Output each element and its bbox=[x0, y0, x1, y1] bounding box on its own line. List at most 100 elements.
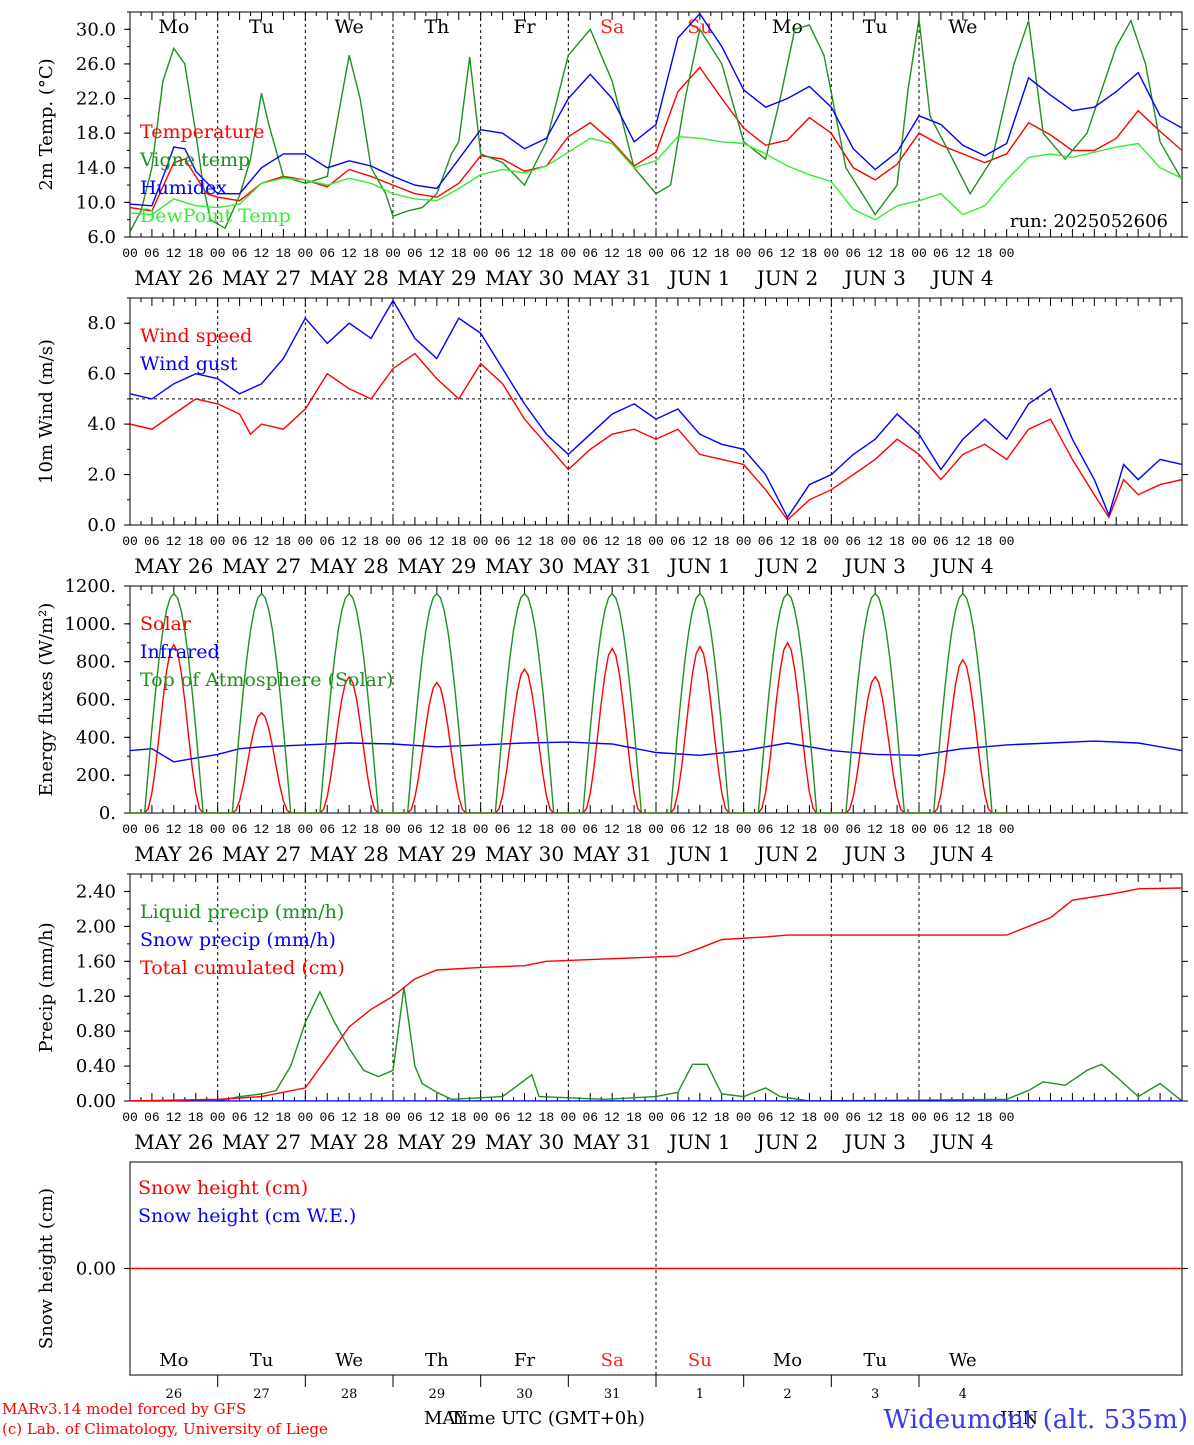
hour-tick-label: 00 bbox=[648, 534, 664, 549]
hour-tick-label: 18 bbox=[539, 822, 555, 837]
day-number-label: 1 bbox=[696, 1387, 704, 1402]
y-tick-label: 6.0 bbox=[87, 364, 116, 385]
hour-tick-label: 06 bbox=[933, 246, 949, 261]
weekday-label: Mo bbox=[772, 16, 803, 38]
legend-humidex: Humidex bbox=[140, 177, 227, 199]
hour-tick-label: 06 bbox=[582, 534, 598, 549]
hour-tick-label: 00 bbox=[210, 246, 226, 261]
date-label: JUN 3 bbox=[842, 842, 905, 866]
hour-tick-label: 00 bbox=[298, 1110, 314, 1125]
hour-tick-label: 00 bbox=[473, 246, 489, 261]
y-axis-label: Precip (mm/h) bbox=[36, 922, 57, 1052]
weekday-label: Mo bbox=[773, 1350, 802, 1371]
hour-tick-label: 00 bbox=[122, 822, 138, 837]
panel-4: 0.00 0.40 0.80 1.20 1.60 2.00 2.40 Precip (mm/h… bbox=[36, 873, 1188, 1154]
hour-tick-label: 00 bbox=[999, 822, 1015, 837]
hour-tick-label: 18 bbox=[626, 822, 642, 837]
date-label: MAY 26 bbox=[134, 842, 213, 866]
hour-tick-label: 06 bbox=[670, 1110, 686, 1125]
panel-2: 0.0 2.0 4.0 6.0 8.0 10m Wind (m/s) 00 06 12 18 00 0… bbox=[36, 297, 1188, 578]
may-month-label: MAY bbox=[424, 1408, 468, 1429]
series-line-humidex bbox=[130, 12, 1182, 207]
hour-tick-label: 00 bbox=[385, 1110, 401, 1125]
hour-tick-label: 06 bbox=[319, 1110, 335, 1125]
hour-tick-label: 12 bbox=[166, 822, 182, 837]
date-label: JUN 4 bbox=[930, 554, 993, 578]
legend-solar: Solar bbox=[140, 613, 192, 635]
hour-tick-label: 00 bbox=[911, 822, 927, 837]
y-tick-label: 14.0 bbox=[76, 158, 116, 179]
model-credit-line1: MARv3.14 model forced by GFS bbox=[2, 1400, 246, 1418]
hour-tick-label: 00 bbox=[298, 534, 314, 549]
hour-tick-label: 06 bbox=[407, 1110, 423, 1125]
hour-tick-label: 12 bbox=[867, 822, 883, 837]
hour-tick-label: 06 bbox=[144, 246, 160, 261]
date-label: MAY 30 bbox=[485, 1130, 564, 1154]
hour-tick-label: 00 bbox=[122, 534, 138, 549]
hour-tick-label: 18 bbox=[363, 534, 379, 549]
hour-tick-label: 12 bbox=[955, 822, 971, 837]
series-line-vigne-temp bbox=[130, 18, 1182, 233]
weekday-label: Sa bbox=[601, 1350, 624, 1371]
y-tick-label: 1.20 bbox=[76, 986, 116, 1007]
date-label: JUN 3 bbox=[842, 266, 905, 290]
date-label: MAY 30 bbox=[485, 554, 564, 578]
y-tick-label: 0.00 bbox=[76, 1259, 116, 1280]
y-tick-label: 30.0 bbox=[76, 19, 116, 40]
hour-tick-label: 06 bbox=[495, 822, 511, 837]
hour-tick-label: 00 bbox=[911, 534, 927, 549]
hour-tick-label: 06 bbox=[319, 246, 335, 261]
hour-tick-label: 06 bbox=[144, 1110, 160, 1125]
hour-tick-label: 06 bbox=[582, 246, 598, 261]
hour-tick-label: 00 bbox=[473, 1110, 489, 1125]
weekday-label: Tu bbox=[249, 16, 274, 38]
hour-tick-label: 00 bbox=[999, 534, 1015, 549]
hour-tick-label: 18 bbox=[977, 822, 993, 837]
hour-tick-label: 06 bbox=[670, 822, 686, 837]
hour-tick-label: 00 bbox=[824, 534, 840, 549]
date-label: MAY 31 bbox=[573, 266, 652, 290]
hour-tick-label: 06 bbox=[670, 534, 686, 549]
hour-tick-label: 06 bbox=[232, 822, 248, 837]
y-tick-label: 10.0 bbox=[76, 192, 116, 213]
y-tick-label: 600. bbox=[76, 690, 116, 711]
hour-tick-label: 06 bbox=[144, 822, 160, 837]
y-tick-label: 2.0 bbox=[87, 465, 116, 486]
jun-month-label: JUN bbox=[998, 1408, 1038, 1429]
hour-tick-label: 06 bbox=[582, 822, 598, 837]
date-label: JUN 3 bbox=[842, 554, 905, 578]
hour-tick-label: 18 bbox=[539, 534, 555, 549]
hour-tick-label: 00 bbox=[561, 822, 577, 837]
weekday-label: Tu bbox=[250, 1350, 274, 1371]
hour-tick-label: 06 bbox=[933, 1110, 949, 1125]
weekday-label: We bbox=[335, 16, 364, 38]
hour-tick-label: 12 bbox=[867, 1110, 883, 1125]
hour-tick-label: 12 bbox=[517, 534, 533, 549]
hour-tick-label: 18 bbox=[977, 246, 993, 261]
y-tick-label: 4.0 bbox=[87, 414, 116, 435]
weekday-label: Mo bbox=[158, 16, 189, 38]
series-line-top-of-atmosphere-solar- bbox=[130, 592, 1007, 813]
date-label: MAY 28 bbox=[310, 842, 389, 866]
weekday-label: Fr bbox=[513, 16, 536, 38]
date-label: MAY 27 bbox=[222, 842, 301, 866]
hour-tick-label: 06 bbox=[758, 1110, 774, 1125]
hour-tick-label: 00 bbox=[736, 246, 752, 261]
hour-tick-label: 12 bbox=[867, 246, 883, 261]
hour-tick-label: 00 bbox=[385, 822, 401, 837]
hour-tick-label: 18 bbox=[276, 534, 292, 549]
y-tick-label: 2.40 bbox=[76, 881, 116, 902]
date-label: MAY 27 bbox=[222, 1130, 301, 1154]
hour-tick-label: 12 bbox=[867, 534, 883, 549]
hour-tick-label: 18 bbox=[802, 534, 818, 549]
hour-tick-label: 18 bbox=[889, 534, 905, 549]
legend-temperature: Temperature bbox=[140, 121, 264, 143]
series-group bbox=[130, 299, 1182, 522]
hour-tick-label: 12 bbox=[604, 246, 620, 261]
hour-tick-label: 00 bbox=[648, 822, 664, 837]
hour-tick-label: 00 bbox=[736, 822, 752, 837]
legend-vigne-temp: Vigne temp bbox=[139, 149, 250, 171]
hour-tick-label: 00 bbox=[999, 246, 1015, 261]
y-tick-label: 800. bbox=[76, 652, 116, 673]
